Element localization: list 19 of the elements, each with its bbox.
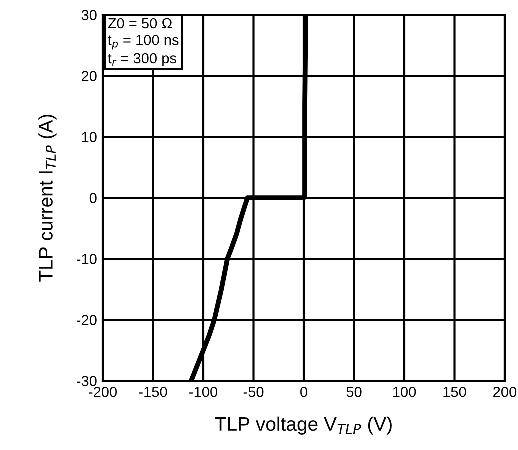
x-axis-title: TLP voltage V$_{TLP}$ (V) [215, 416, 392, 435]
x-tick-label: -50 [244, 386, 264, 398]
x-tick-label: 50 [346, 386, 362, 398]
y-tick-label: -30 [77, 376, 97, 386]
annotation: Z0 = 50 Ω t$_{p}$ = 100 ns t$_{r}$ = 300 ps [108, 18, 179, 67]
x-tick-label: 200 [494, 386, 517, 398]
x-tick-label: 0 [300, 386, 308, 398]
x-tick-label: -200 [89, 386, 118, 398]
x-tick-label: 100 [393, 386, 416, 398]
y-tick-label: 30 [82, 10, 97, 20]
x-tick-label: 150 [444, 386, 466, 398]
x-tick-label: -150 [139, 386, 168, 398]
x-tick-label: -100 [190, 386, 218, 398]
y-tick-label: 0 [90, 193, 97, 204]
y-tick-label: -20 [77, 315, 97, 326]
y-tick-label: -10 [77, 254, 97, 264]
y-tick-label: 20 [82, 71, 97, 82]
y-axis-title: TLP current I$_{TLP}$ (A) [38, 114, 57, 282]
y-tick-label: 10 [82, 132, 97, 142]
